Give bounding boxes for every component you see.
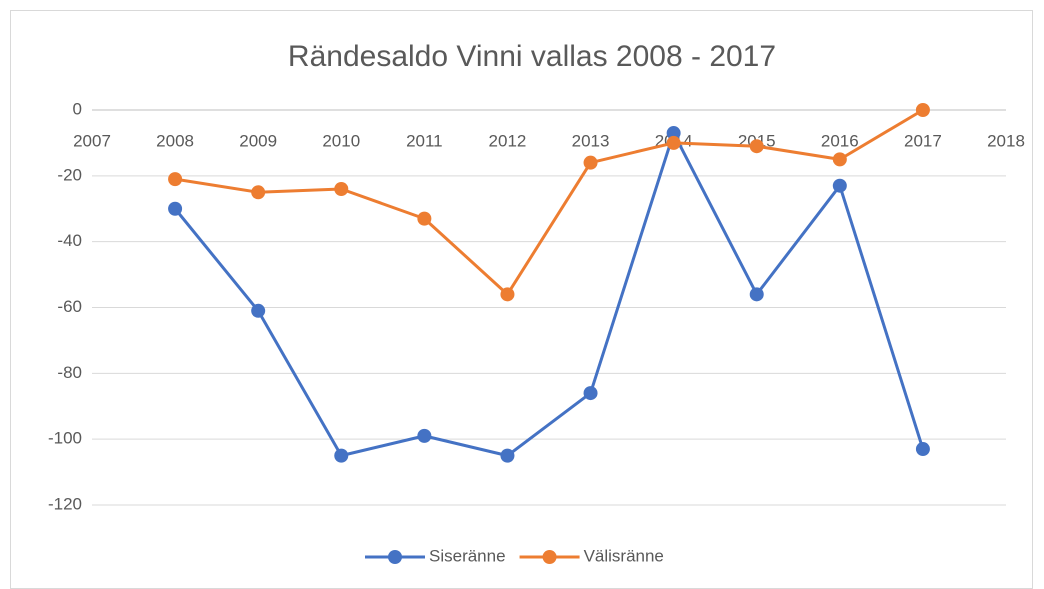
data-point [832, 152, 847, 167]
x-tick-label: 2007 [73, 131, 111, 150]
legend-label: Välisränne [584, 546, 664, 565]
chart-title: Rändesaldo Vinni vallas 2008 - 2017 [288, 40, 776, 73]
data-point [168, 172, 183, 187]
legend-marker [388, 550, 402, 564]
y-tick-label: -20 [57, 165, 82, 184]
data-point [417, 428, 432, 443]
data-point [251, 185, 266, 200]
data-point [666, 126, 681, 141]
data-point [251, 303, 266, 318]
x-tick-label: 2010 [322, 131, 360, 150]
data-point [915, 442, 930, 457]
y-tick-label: -60 [57, 297, 82, 316]
data-point [168, 201, 183, 216]
x-tick-label: 2013 [572, 131, 610, 150]
y-tick-label: 0 [73, 99, 82, 118]
data-point [500, 287, 515, 302]
data-point [583, 386, 598, 401]
data-point [749, 139, 764, 154]
data-point [832, 178, 847, 193]
legend-item: Siseränne [365, 546, 506, 565]
x-tick-label: 2011 [406, 131, 443, 150]
y-tick-label: -40 [57, 231, 82, 250]
data-point [749, 287, 764, 302]
data-point [583, 155, 598, 170]
x-tick-label: 2017 [904, 131, 942, 150]
x-tick-label: 2009 [239, 131, 277, 150]
legend-marker [542, 550, 557, 564]
legend-item: Välisränne [519, 546, 664, 565]
data-point [915, 103, 930, 117]
series-line [174, 108, 924, 296]
x-tick-label: 2016 [821, 131, 859, 150]
x-tick-label: 2018 [987, 131, 1025, 150]
data-point [666, 135, 681, 150]
data-point [334, 448, 349, 463]
x-tick-label: 2008 [156, 131, 194, 150]
data-point [334, 182, 349, 196]
legend-label: Siseränne [429, 546, 506, 565]
y-tick-label: -100 [48, 429, 82, 448]
chart-border [10, 10, 1033, 589]
data-point [500, 448, 515, 463]
y-tick-label: -80 [57, 363, 82, 382]
series-line [173, 131, 925, 458]
x-tick-label: 2012 [489, 131, 527, 150]
data-point [417, 211, 432, 226]
y-tick-label: -120 [48, 494, 82, 513]
